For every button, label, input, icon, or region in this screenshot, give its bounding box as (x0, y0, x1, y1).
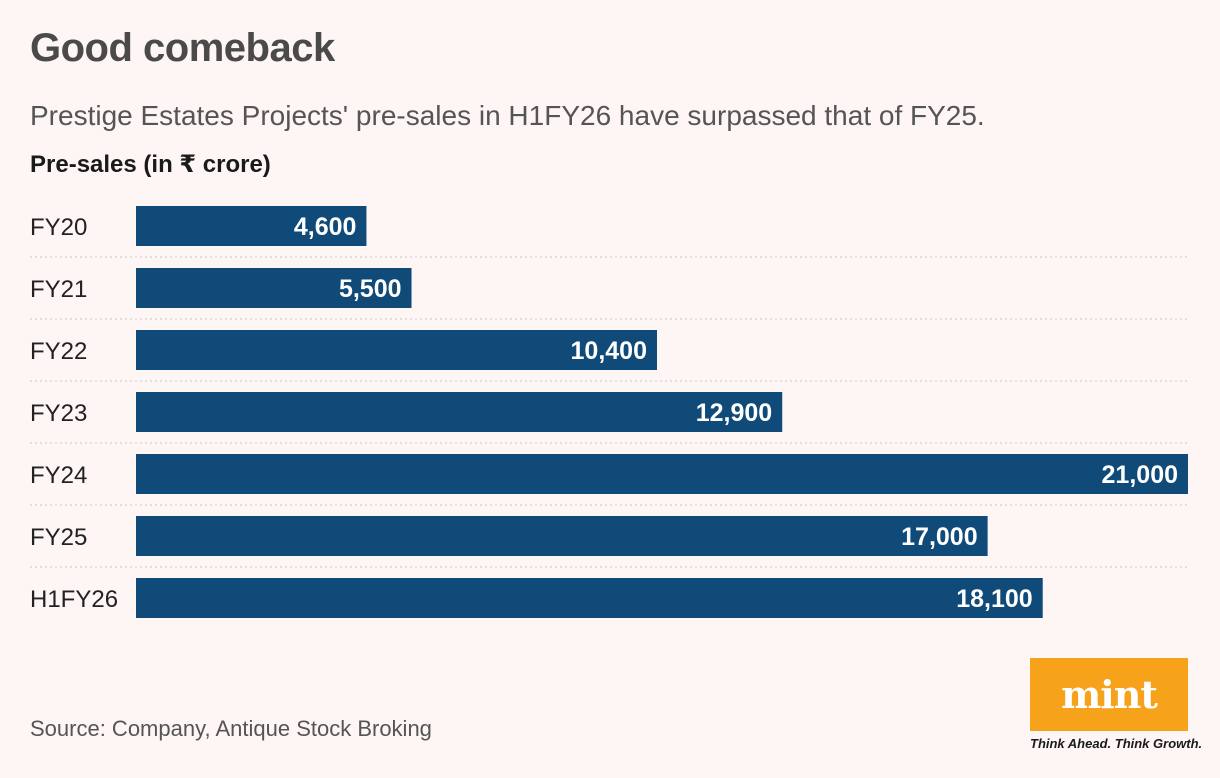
logo-wordmark: mint (1061, 672, 1158, 717)
logo-tagline: Think Ahead. Think Growth. (1030, 736, 1203, 751)
chart-subtitle: Prestige Estates Projects' pre-sales in … (30, 100, 985, 131)
bar (136, 330, 657, 370)
chart-title: Good comeback (30, 26, 335, 70)
bar-value-label: 10,400 (571, 337, 647, 365)
bar (136, 516, 988, 556)
bar-value-label: 18,100 (956, 585, 1032, 613)
category-label: FY24 (30, 462, 87, 489)
bar (136, 206, 367, 246)
bar (136, 578, 1043, 618)
source-note: Source: Company, Antique Stock Broking (30, 716, 432, 741)
category-label: H1FY26 (30, 586, 118, 613)
bar-value-label: 21,000 (1102, 461, 1178, 489)
mint-logo: mint (1030, 658, 1188, 731)
bar-value-label: 12,900 (696, 399, 772, 427)
bar (136, 268, 412, 308)
category-label: FY21 (30, 276, 87, 303)
bar-value-label: 5,500 (339, 275, 402, 303)
bar (136, 392, 783, 432)
category-label: FY20 (30, 214, 87, 241)
bar-value-label: 4,600 (294, 213, 357, 241)
bar-chart: FY20 4,600 FY21 5,500 FY22 10,400 FY23 12,900 FY… (30, 206, 1188, 618)
unit-label: Pre-sales (in ₹ crore) (30, 151, 271, 178)
bar (136, 454, 1188, 494)
category-label: FY23 (30, 400, 87, 427)
bar-value-label: 17,000 (901, 523, 977, 551)
category-label: FY22 (30, 338, 87, 365)
category-label: FY25 (30, 524, 87, 551)
